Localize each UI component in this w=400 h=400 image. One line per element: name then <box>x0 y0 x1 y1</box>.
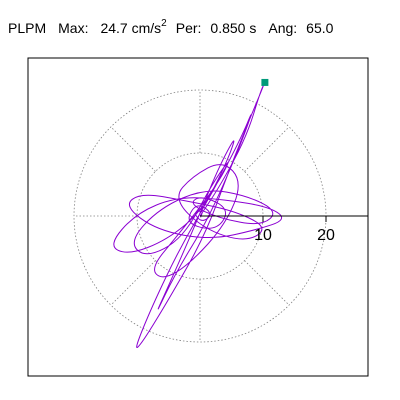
grid-spoke-225 <box>110 260 156 306</box>
motion-trace <box>113 85 283 349</box>
angle-value: 65.0 <box>306 20 334 36</box>
chart-title: PLPM Max: 24.7 cm/s2 Per: 0.850 s Ang: 65.0 <box>8 18 333 36</box>
max-value: 24.7 cm/s <box>100 20 162 36</box>
tick-label-20: 20 <box>317 227 335 244</box>
angle-label: Ang: <box>268 20 298 36</box>
period-label: Per: <box>175 20 202 36</box>
max-exponent: 2 <box>161 18 167 29</box>
tick-label-10: 10 <box>254 227 272 244</box>
station-code: PLPM <box>8 20 47 36</box>
grid-spoke-135 <box>110 126 156 172</box>
plot-frame <box>27 57 369 377</box>
period-value: 0.850 s <box>210 20 257 36</box>
grid-spoke-315 <box>244 260 290 306</box>
max-label: Max: <box>58 20 89 36</box>
endpoint-marker <box>261 78 269 86</box>
grid-spoke-45 <box>244 126 290 172</box>
